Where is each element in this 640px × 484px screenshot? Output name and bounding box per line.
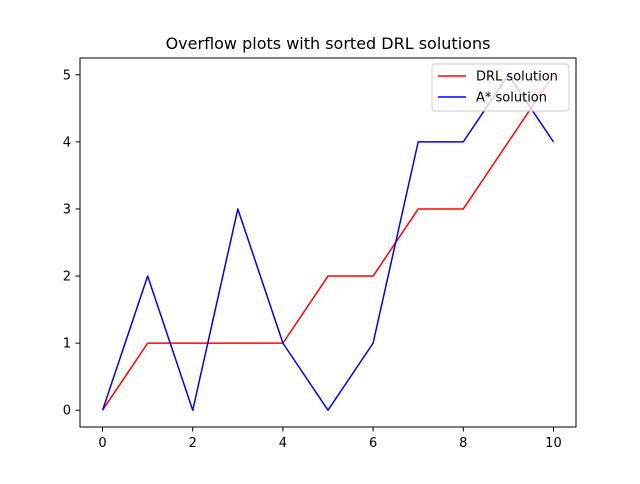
y-tick-label: 3 [63,202,71,217]
x-axis: 0 2 4 6 8 10 [98,427,562,451]
x-tick-label: 8 [459,436,467,451]
legend-label-1: DRL solution [476,70,558,85]
x-tick-label: 10 [545,436,562,451]
y-tick-label: 2 [63,270,71,285]
y-tick-label: 5 [63,68,71,83]
chart-title: Overflow plots with sorted DRL solutions [166,34,491,53]
legend-label-2: A* solution [476,91,547,106]
y-axis: 0 1 2 3 4 5 [63,68,80,419]
y-tick-label: 4 [63,135,71,150]
series-line-2 [101,74,555,411]
x-tick-label: 6 [369,436,377,451]
x-tick-label: 2 [189,436,197,451]
plot-lines [101,74,555,411]
y-tick-label: 0 [63,404,71,419]
legend: DRL solution A* solution [431,63,570,112]
x-tick-label: 4 [279,436,287,451]
series-line-1 [101,74,555,411]
y-tick-label: 1 [63,337,71,352]
x-tick-label: 0 [98,436,106,451]
axes-frame [79,57,577,428]
legend-box [431,63,570,112]
